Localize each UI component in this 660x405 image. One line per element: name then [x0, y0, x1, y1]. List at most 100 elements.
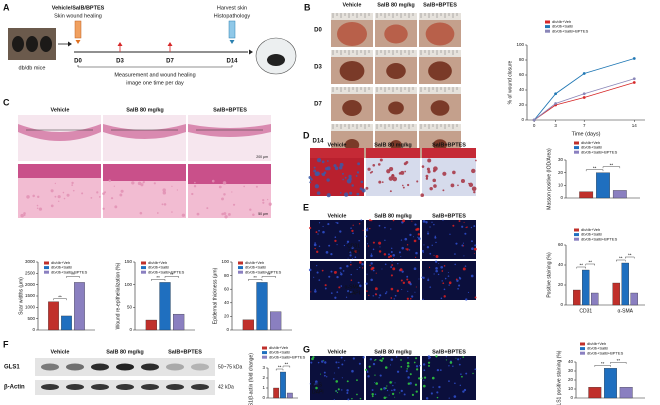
- stain-dot: [427, 364, 430, 367]
- label: SalB+BPTES: [432, 213, 466, 219]
- legend-swatch: [574, 233, 579, 237]
- wound: [384, 24, 408, 44]
- stain-dot: [346, 392, 349, 395]
- stain-dot: [37, 195, 40, 199]
- stain-dot: [460, 373, 462, 375]
- stain-dot: [427, 231, 429, 233]
- band: [116, 384, 134, 390]
- stain-dot: [313, 243, 317, 247]
- stain-dot: [364, 368, 368, 371]
- stain-dot: [468, 182, 470, 185]
- stain-dot: [57, 195, 61, 199]
- stain-dot: [367, 167, 371, 171]
- stain-dot: [32, 194, 35, 198]
- stain-dot: [421, 377, 423, 379]
- point: [582, 92, 586, 96]
- stain-dot: [81, 192, 84, 195]
- stain-dot: [336, 244, 338, 246]
- stain-dot: [467, 291, 469, 293]
- stain-dot: [404, 237, 408, 241]
- stain-dot: [349, 254, 352, 257]
- stain-dot: [224, 215, 228, 219]
- stain-dot: [394, 294, 397, 297]
- stain-dot: [354, 256, 357, 259]
- label: D7: [166, 59, 174, 65]
- significance-bracket: [261, 276, 276, 278]
- significance-label: **: [588, 260, 592, 265]
- stain-dot: [340, 271, 342, 273]
- bar: [590, 292, 599, 306]
- he-low: [188, 115, 271, 161]
- stain-dot: [409, 373, 412, 376]
- stain-dot: [341, 377, 343, 379]
- stain-dot: [394, 382, 396, 384]
- stain-dot: [102, 192, 105, 195]
- point: [554, 92, 558, 96]
- stain-dot: [262, 201, 265, 204]
- ruler: [375, 50, 417, 57]
- stain-dot: [449, 361, 453, 364]
- stain-dot: [411, 220, 413, 222]
- stain-dot: [36, 204, 39, 207]
- bar: [621, 262, 629, 306]
- stain-dot: [243, 185, 246, 188]
- band: [141, 384, 159, 390]
- stain-dot: [391, 389, 393, 392]
- stain-dot: [71, 184, 74, 187]
- y-axis-label: % of wound closure: [507, 60, 513, 104]
- stain-dot: [349, 261, 352, 263]
- band: [41, 363, 59, 371]
- legend-label: db/db+SalB: [245, 265, 266, 270]
- point: [554, 102, 558, 105]
- epidermis: [103, 164, 186, 181]
- stain-dot: [346, 380, 349, 383]
- stain-dot: [390, 358, 394, 361]
- stain-dot: [442, 282, 445, 285]
- stain-dot: [326, 160, 329, 162]
- significance-label: **: [617, 358, 621, 363]
- stain-dot: [163, 203, 167, 206]
- ruler: [375, 124, 417, 131]
- stain-dot: [465, 372, 468, 375]
- stain-dot: [348, 174, 352, 179]
- significance-label: **: [278, 365, 282, 370]
- stain-dot: [447, 271, 449, 273]
- label: 50 μm: [258, 212, 268, 216]
- arrow-shaft: [74, 20, 82, 39]
- legend-swatch: [44, 270, 49, 274]
- stain-dot: [191, 192, 194, 196]
- label: SalB 80 mg/kg: [106, 349, 144, 355]
- y-tick-label: 2: [262, 375, 265, 380]
- stain-dot: [395, 356, 398, 358]
- stain-dot: [438, 385, 441, 389]
- tissue-layer: [103, 124, 186, 139]
- stain-dot: [438, 263, 440, 265]
- bar: [604, 368, 617, 399]
- x-tick-label: CD31: [579, 308, 592, 314]
- arrow-shaft: [228, 20, 236, 39]
- stain-dot: [406, 275, 409, 278]
- bar: [612, 282, 621, 306]
- stain-dot: [448, 365, 450, 367]
- stain-dot: [432, 178, 437, 183]
- stain-dot: [334, 236, 337, 238]
- stain-dot: [366, 227, 369, 229]
- band: [166, 384, 184, 390]
- stain-dot: [156, 212, 159, 214]
- stain-dot: [318, 222, 321, 224]
- bar: [159, 282, 171, 331]
- stain-dot: [389, 190, 392, 193]
- stain-dot: [62, 191, 65, 194]
- stain-dot: [23, 214, 26, 217]
- stain-dot: [360, 180, 364, 184]
- legend-swatch: [574, 150, 579, 154]
- epidermis: [366, 148, 420, 158]
- label: SalB+BPTES: [213, 107, 247, 113]
- stain-dot: [406, 368, 408, 370]
- significance-bracket: [275, 368, 284, 371]
- stain-dot: [415, 357, 418, 360]
- label: SalB 80 mg/kg: [377, 2, 415, 8]
- stain-dot: [393, 388, 396, 391]
- stain-dot: [313, 276, 315, 278]
- stain-dot: [371, 395, 374, 398]
